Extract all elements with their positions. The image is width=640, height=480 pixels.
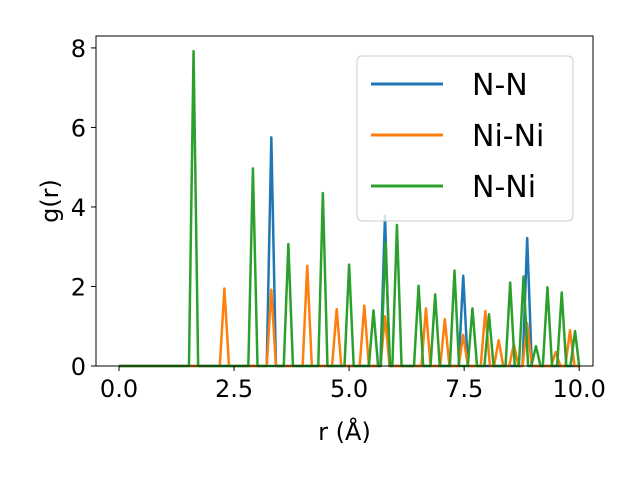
x-tick-label: 5.0 bbox=[330, 375, 368, 403]
y-tick-label: 0 bbox=[71, 353, 86, 381]
plot-area-frame bbox=[95, 35, 594, 367]
x-axis: 0.0 2.5 5.0 7.5 10.0 bbox=[100, 366, 606, 403]
x-tick-label: 0.0 bbox=[100, 375, 138, 403]
y-tick-label: 8 bbox=[71, 35, 86, 63]
legend-label-n-n: N-N bbox=[472, 68, 528, 103]
legend-label-ni-ni: Ni-Ni bbox=[472, 119, 544, 154]
legend: N-N Ni-Ni N-Ni bbox=[356, 55, 574, 222]
y-tick-label: 4 bbox=[71, 194, 86, 222]
x-tick-label: 10.0 bbox=[552, 375, 605, 403]
legend-frame bbox=[356, 55, 574, 222]
y-axis-label: g(r) bbox=[36, 179, 64, 223]
x-tick-label: 2.5 bbox=[215, 375, 253, 403]
x-tick-label: 7.5 bbox=[445, 375, 483, 403]
series-line-ni-ni bbox=[119, 264, 580, 368]
x-axis-label: r (Å) bbox=[318, 417, 371, 446]
y-tick-label: 6 bbox=[71, 114, 86, 142]
y-axis: 0 2 4 6 8 bbox=[71, 35, 96, 381]
y-tick-label: 2 bbox=[71, 273, 86, 301]
legend-label-n-ni: N-Ni bbox=[472, 170, 536, 205]
